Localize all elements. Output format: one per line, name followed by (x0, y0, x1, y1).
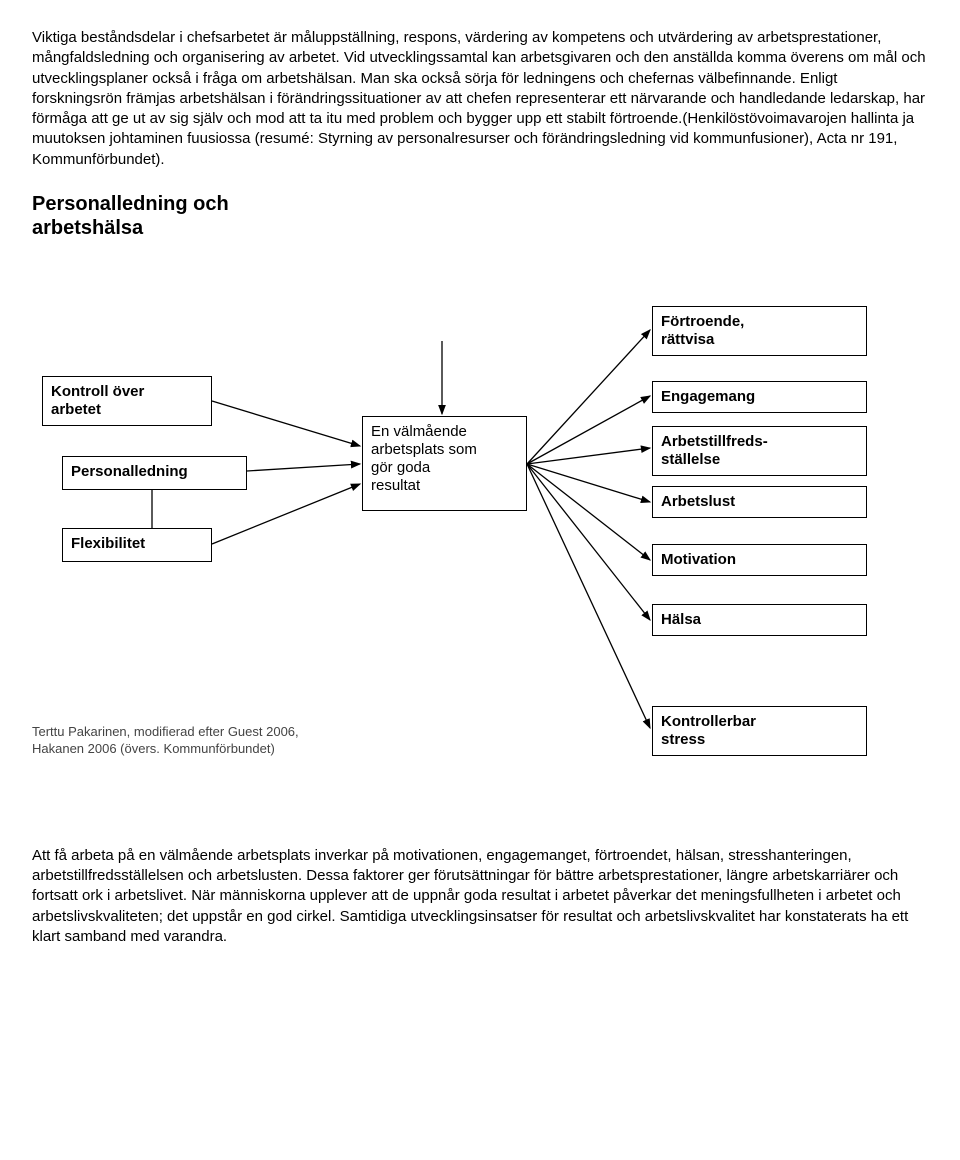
diagram-caption-l1: Terttu Pakarinen, modifierad efter Guest… (32, 724, 299, 741)
box-kontroll-l1: Kontroll över (51, 383, 144, 400)
box-personalledning: Personalledning (62, 456, 247, 490)
box-center-valmaende: En välmående arbetsplats som gör goda re… (362, 416, 527, 511)
box-right-3-l1: Arbetslust (661, 493, 735, 510)
box-right-1-l1: Engagemang (661, 388, 755, 405)
box-right-6-l1: Kontrollerbar (661, 713, 756, 730)
box-center-l3: gör goda (371, 459, 430, 476)
box-right-1: Engagemang (652, 381, 867, 413)
intro-paragraph-1: Viktiga beståndsdelar i chefsarbetet är … (32, 28, 928, 170)
box-right-6: Kontrollerbarstress (652, 706, 867, 756)
box-kontroll-l2: arbetet (51, 401, 101, 418)
box-right-4-l1: Motivation (661, 551, 736, 568)
box-flexibilitet: Flexibilitet (62, 528, 212, 562)
intro-paragraph-2: Att få arbeta på en välmående arbetsplat… (32, 846, 928, 947)
diagram-title-line1: Personalledning och (32, 193, 229, 215)
box-right-5: Hälsa (652, 604, 867, 636)
diagram-caption: Terttu Pakarinen, modifierad efter Guest… (32, 724, 299, 758)
box-right-0-l1: Förtroende, (661, 313, 744, 330)
box-right-6-l2: stress (661, 731, 705, 748)
box-right-3: Arbetslust (652, 486, 867, 518)
box-right-0: Förtroende,rättvisa (652, 306, 867, 356)
box-center-l1: En välmående (371, 423, 467, 440)
box-right-4: Motivation (652, 544, 867, 576)
diagram-container: Personalledning och arbetshälsa Kontroll… (32, 192, 928, 836)
box-kontroll-over-arbetet: Kontroll över arbetet (42, 376, 212, 426)
box-right-5-l1: Hälsa (661, 611, 701, 628)
box-center-l2: arbetsplats som (371, 441, 477, 458)
box-right-2-l2: ställelse (661, 451, 720, 468)
box-right-2: Arbetstillfreds-ställelse (652, 426, 867, 476)
box-flexibilitet-label: Flexibilitet (71, 535, 145, 552)
box-personalledning-label: Personalledning (71, 463, 188, 480)
diagram-canvas: Kontroll över arbetet Personalledning Fl… (32, 246, 932, 836)
diagram-title-line2: arbetshälsa (32, 217, 143, 239)
diagram-title: Personalledning och arbetshälsa (32, 192, 928, 240)
diagram-caption-l2: Hakanen 2006 (övers. Kommunförbundet) (32, 741, 299, 758)
box-right-0-l2: rättvisa (661, 331, 714, 348)
box-center-l4: resultat (371, 477, 420, 494)
box-right-2-l1: Arbetstillfreds- (661, 433, 768, 450)
